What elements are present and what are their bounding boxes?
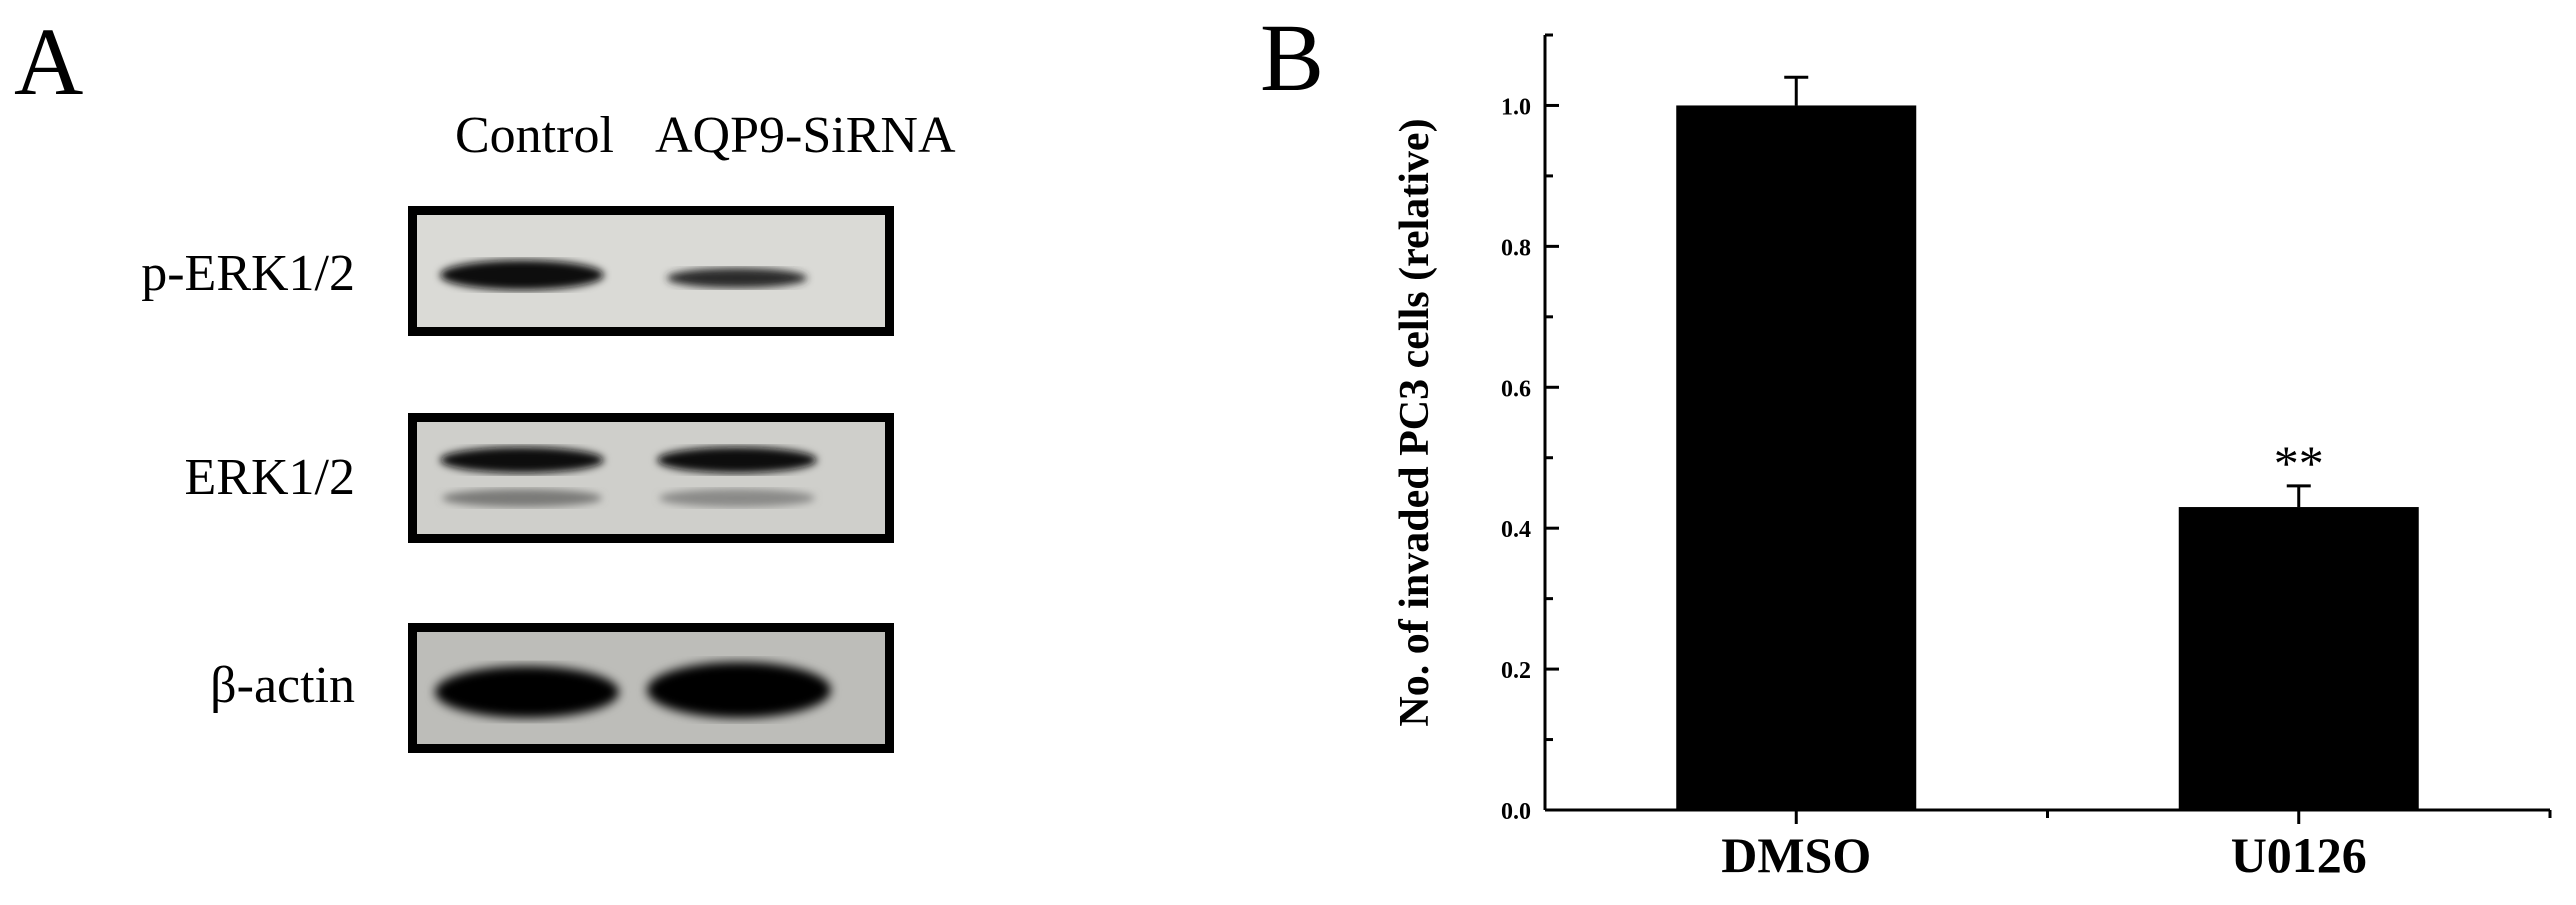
band-p-erk-control bbox=[440, 260, 604, 290]
row-label-erk: ERK1/2 bbox=[184, 449, 355, 506]
band-actin-control bbox=[435, 666, 619, 718]
x-tick-label: DMSO bbox=[1721, 827, 1871, 883]
y-axis-label: No. of invaded PC3 cells (relative) bbox=[1392, 118, 1438, 726]
significance-label: ** bbox=[2274, 435, 2324, 491]
band-erk-sirna-upper bbox=[657, 447, 817, 473]
y-tick-label: 0.8 bbox=[1501, 235, 1531, 261]
western-blot-beta-actin bbox=[408, 623, 894, 753]
x-tick-label: U0126 bbox=[2231, 827, 2367, 883]
row-label-beta-actin: β-actin bbox=[210, 657, 355, 714]
y-tick-label: 1.0 bbox=[1501, 94, 1531, 120]
bar bbox=[1676, 105, 1917, 811]
band-erk-sirna-lower bbox=[659, 489, 815, 507]
band-erk-control-lower bbox=[442, 489, 602, 507]
band-p-erk-sirna bbox=[667, 268, 807, 288]
row-label-p-erk: p-ERK1/2 bbox=[141, 245, 355, 302]
bar-chart-invasion: 0.0 0.2 0.4 0.6 0.8 1.0 DMSO U0126 ** No. of in… bbox=[1392, 33, 2552, 883]
lane-label-aqp9-sirna: AQP9-SiRNA bbox=[655, 107, 956, 164]
western-blot-erk bbox=[408, 413, 894, 543]
bar bbox=[2178, 507, 2419, 810]
y-tick-label: 0.6 bbox=[1501, 376, 1531, 402]
panel-a-letter: A bbox=[14, 8, 84, 115]
band-erk-control-upper bbox=[440, 447, 604, 473]
chart-bars: ** bbox=[1676, 75, 2419, 811]
y-tick-label: 0.4 bbox=[1501, 517, 1531, 543]
lane-label-control: Control bbox=[455, 107, 614, 164]
y-tick-label: 0.2 bbox=[1501, 658, 1531, 684]
western-blot-p-erk bbox=[408, 206, 894, 336]
y-tick-label: 0.0 bbox=[1501, 799, 1531, 825]
panel-b-letter: B bbox=[1260, 4, 1325, 111]
band-actin-sirna bbox=[647, 662, 831, 718]
